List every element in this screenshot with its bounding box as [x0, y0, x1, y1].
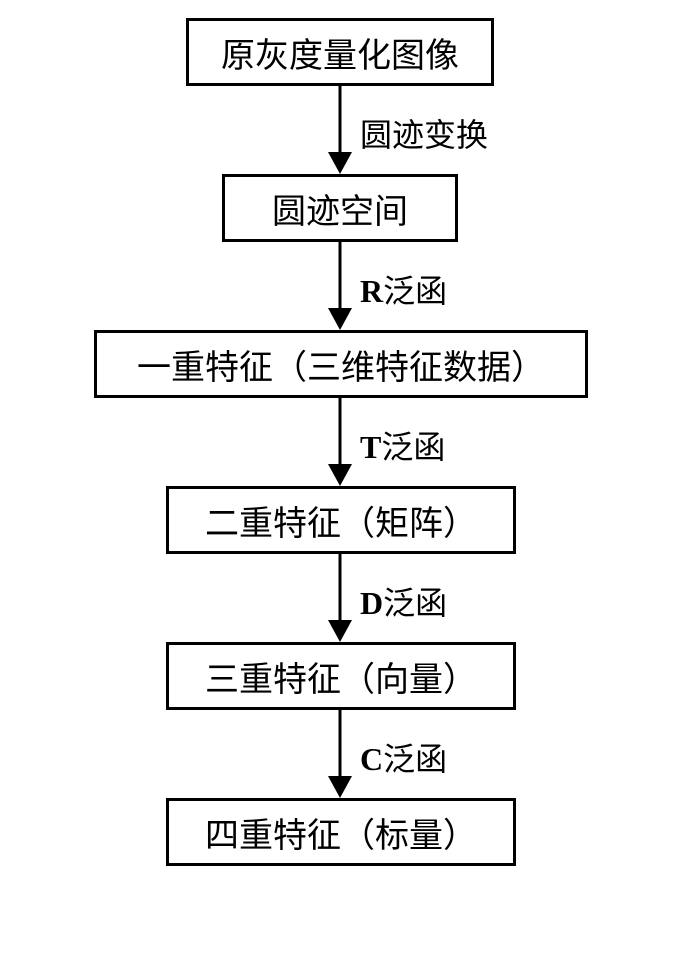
edge-label-text: 圆迹变换 — [360, 117, 488, 153]
node-fourth-feature: 四重特征（标量） — [166, 798, 516, 866]
edge-label-d-functional: D泛函 — [360, 578, 447, 624]
edge-label-prefix: C — [360, 741, 383, 777]
node-second-feature: 二重特征（矩阵） — [166, 486, 516, 554]
arrow-line — [339, 242, 342, 308]
node-label: 一重特征（三维特征数据） — [137, 340, 545, 389]
node-circle-space: 圆迹空间 — [222, 174, 458, 242]
edge-label-prefix: D — [360, 585, 383, 621]
arrow-head-icon — [328, 308, 352, 330]
edge-label-r-functional: R泛函 — [360, 266, 447, 312]
edge-label-text: 泛函 — [383, 273, 447, 309]
node-label: 原灰度量化图像 — [221, 28, 459, 77]
flowchart-container: 原灰度量化图像 圆迹空间 一重特征（三维特征数据） 二重特征（矩阵） 三重特征（… — [0, 0, 688, 980]
arrow-head-icon — [328, 620, 352, 642]
node-label: 四重特征（标量） — [205, 808, 477, 857]
edge-label-t-functional: T泛函 — [360, 422, 445, 468]
arrow-line — [339, 710, 342, 776]
edge-label-text: 泛函 — [381, 429, 445, 465]
node-label: 三重特征（向量） — [205, 652, 477, 701]
node-first-feature: 一重特征（三维特征数据） — [94, 330, 588, 398]
arrow-head-icon — [328, 152, 352, 174]
arrow-line — [339, 398, 342, 464]
node-label: 圆迹空间 — [272, 184, 408, 233]
arrow-head-icon — [328, 464, 352, 486]
arrow-line — [339, 554, 342, 620]
node-label: 二重特征（矩阵） — [205, 496, 477, 545]
node-original-image: 原灰度量化图像 — [186, 18, 494, 86]
edge-label-prefix: T — [360, 429, 381, 465]
node-third-feature: 三重特征（向量） — [166, 642, 516, 710]
edge-label-circle-transform: 圆迹变换 — [360, 110, 488, 156]
arrow-head-icon — [328, 776, 352, 798]
edge-label-text: 泛函 — [383, 585, 447, 621]
edge-label-text: 泛函 — [383, 741, 447, 777]
arrow-line — [339, 86, 342, 152]
edge-label-prefix: R — [360, 273, 383, 309]
edge-label-c-functional: C泛函 — [360, 734, 447, 780]
